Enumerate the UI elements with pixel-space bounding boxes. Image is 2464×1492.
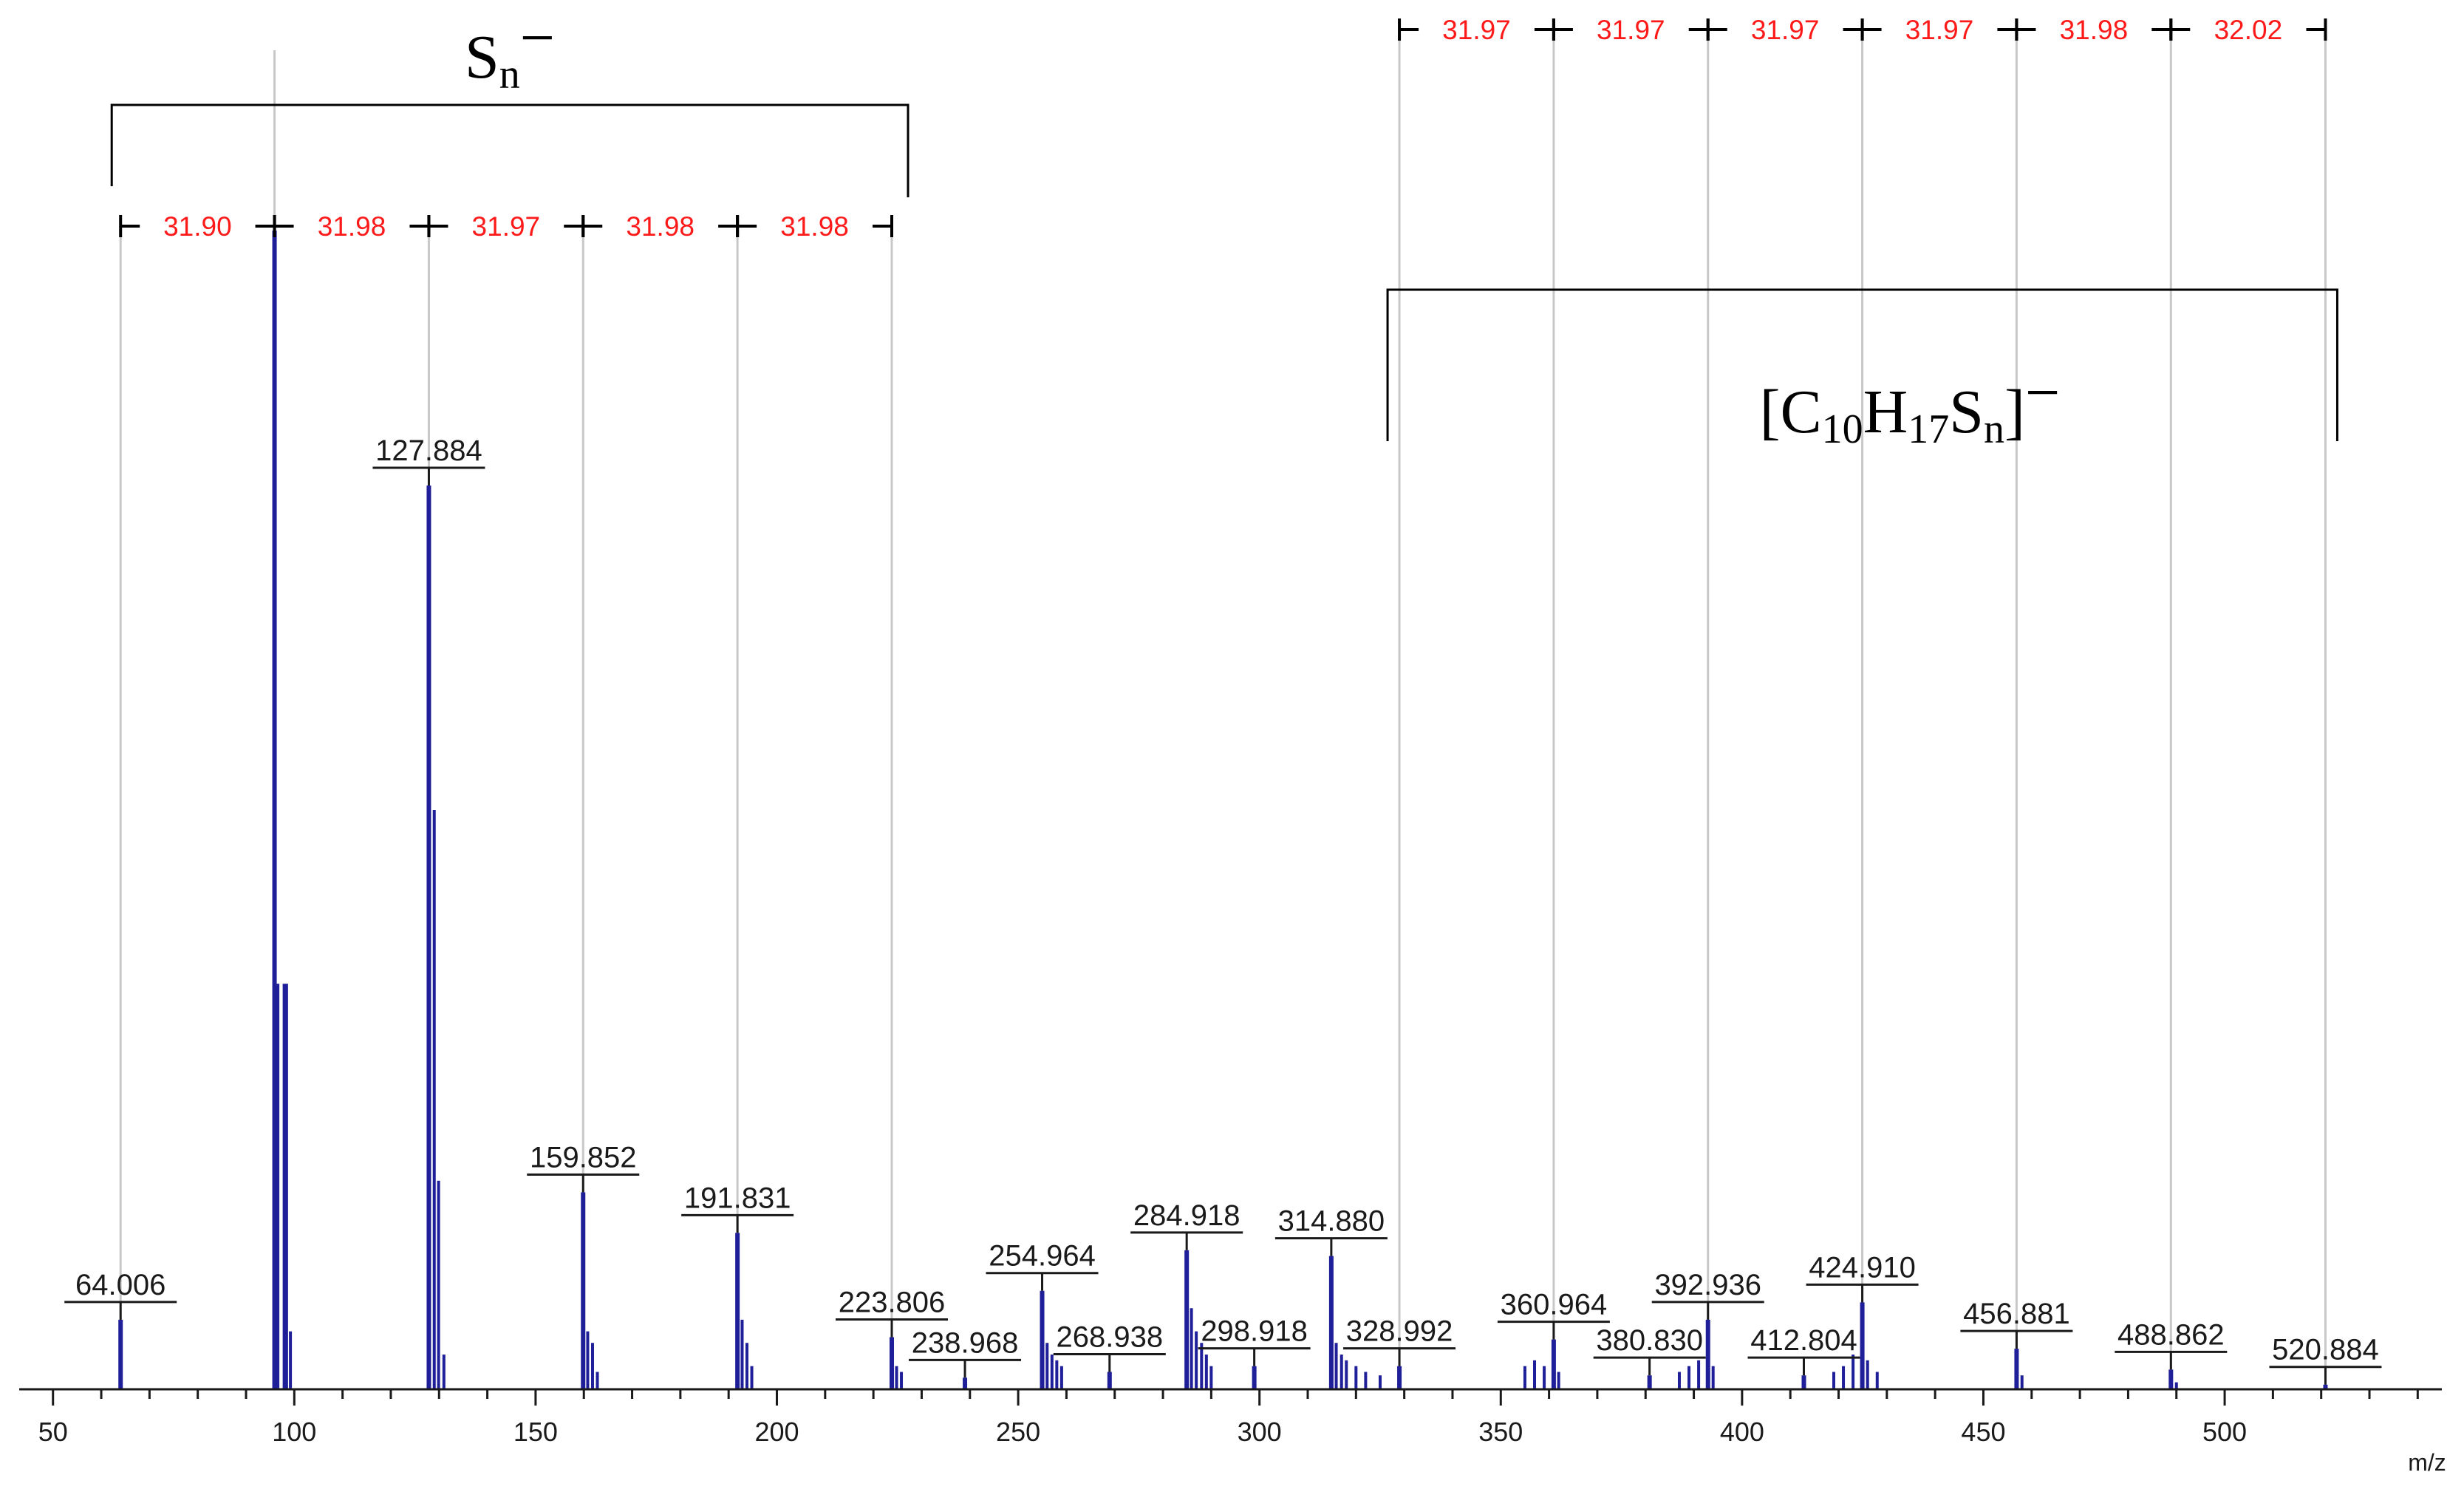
peak-label: 456.881 [1963, 1298, 2070, 1330]
spacing-value: 31.97 [1751, 15, 1820, 45]
spacing-value: 31.90 [163, 211, 232, 242]
bracket-c10h17sn [1386, 288, 2338, 441]
peak-label: 284.918 [1133, 1199, 1240, 1232]
spectrum-peaks [118, 231, 2328, 1389]
peak-label: 412.804 [1750, 1324, 1857, 1357]
peak-label: 223.806 [839, 1286, 946, 1318]
x-tick-label: 350 [1478, 1417, 1523, 1447]
peak-label: 380.830 [1596, 1324, 1703, 1357]
bracket-sn [110, 103, 910, 197]
peak-label: 127.884 [375, 435, 482, 467]
peak-label: 159.852 [530, 1141, 637, 1173]
peak-label: 254.964 [989, 1240, 1096, 1273]
x-tick-label: 500 [2202, 1417, 2247, 1447]
spacing-value: 31.97 [1905, 15, 1974, 45]
peak-labels: 64.006 127.884 159.852 191.831 223.806 238.96… [64, 435, 2382, 1385]
spacing-annotations: 31.90 31.98 31.97 31.98 31.98 31.97 31.97 31.97… [119, 15, 2327, 242]
peak-label: 424.910 [1809, 1251, 1916, 1284]
peak-label: 64.006 [75, 1269, 165, 1301]
peak-label: 314.880 [1278, 1205, 1385, 1238]
series-brackets: Sn− [C10H17Sn]− [110, 4, 2338, 452]
x-axis: 50 100 150 200 250 300 350 400 450 500 m/z [19, 1388, 2446, 1476]
spacing-value: 31.97 [1442, 15, 1511, 45]
spacing-value: 31.98 [780, 211, 849, 242]
spacing-value: 31.98 [626, 211, 695, 242]
spacing-value: 32.02 [2214, 15, 2283, 45]
peak-label: 488.862 [2117, 1318, 2225, 1351]
peak-label: 328.992 [1346, 1315, 1453, 1348]
x-tick-label: 150 [513, 1417, 558, 1447]
peak-label: 191.831 [684, 1182, 791, 1214]
x-tick-label: 450 [1961, 1417, 2005, 1447]
peak-label: 360.964 [1501, 1289, 1608, 1321]
x-tick-label: 100 [272, 1417, 316, 1447]
x-tick-label: 250 [996, 1417, 1040, 1447]
group-label-c10h17sn: [C10H17Sn]− [1760, 358, 2061, 452]
peak-label: 238.968 [912, 1326, 1019, 1359]
group-label-sn: Sn− [465, 4, 555, 98]
guide-lines [119, 30, 2327, 1389]
peak-label: 392.936 [1654, 1269, 1761, 1301]
x-tick-label: 400 [1720, 1417, 1764, 1447]
spacing-value: 31.98 [2060, 15, 2129, 45]
spacing-value: 31.97 [472, 211, 541, 242]
peak-label: 520.884 [2272, 1334, 2379, 1366]
spacing-value: 31.98 [318, 211, 386, 242]
x-tick-label: 200 [754, 1417, 799, 1447]
spacing-value: 31.97 [1597, 15, 1665, 45]
peak-label: 298.918 [1201, 1315, 1308, 1348]
x-tick-label: 50 [38, 1417, 68, 1447]
x-axis-label: m/z [2408, 1449, 2446, 1476]
x-tick-label: 300 [1238, 1417, 1282, 1447]
peak-label: 268.938 [1057, 1321, 1164, 1353]
